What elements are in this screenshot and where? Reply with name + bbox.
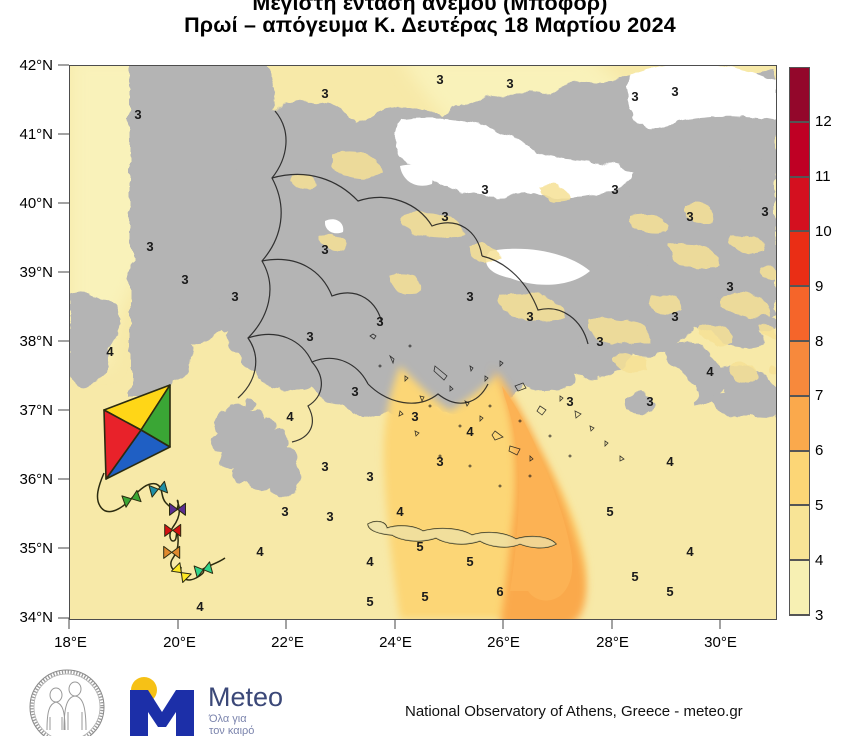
svg-text:3: 3 xyxy=(366,469,373,484)
svg-text:3: 3 xyxy=(671,309,678,324)
svg-text:3: 3 xyxy=(726,279,733,294)
svg-text:3: 3 xyxy=(686,209,693,224)
svg-text:6: 6 xyxy=(496,584,503,599)
svg-text:5: 5 xyxy=(631,569,638,584)
svg-text:3: 3 xyxy=(321,86,328,101)
svg-text:3: 3 xyxy=(326,509,333,524)
svg-text:5: 5 xyxy=(466,554,473,569)
svg-text:3: 3 xyxy=(436,72,443,87)
svg-text:3: 3 xyxy=(481,182,488,197)
svg-text:4: 4 xyxy=(106,344,114,359)
svg-text:4: 4 xyxy=(686,544,694,559)
svg-text:τον καιρό: τον καιρό xyxy=(209,725,254,736)
svg-text:3: 3 xyxy=(566,394,573,409)
svg-text:3: 3 xyxy=(306,329,313,344)
svg-text:3: 3 xyxy=(181,272,188,287)
svg-text:4: 4 xyxy=(396,504,404,519)
svg-text:3: 3 xyxy=(146,239,153,254)
svg-text:4: 4 xyxy=(286,409,294,424)
svg-text:3: 3 xyxy=(376,314,383,329)
svg-text:3: 3 xyxy=(611,182,618,197)
svg-text:3: 3 xyxy=(321,459,328,474)
svg-text:3: 3 xyxy=(441,209,448,224)
svg-text:4: 4 xyxy=(196,599,204,614)
svg-text:3: 3 xyxy=(506,76,513,91)
svg-text:3: 3 xyxy=(631,89,638,104)
svg-text:5: 5 xyxy=(606,504,613,519)
svg-text:5: 5 xyxy=(421,589,428,604)
svg-text:5: 5 xyxy=(366,594,373,609)
svg-text:4: 4 xyxy=(366,554,374,569)
svg-text:3: 3 xyxy=(281,504,288,519)
svg-text:3: 3 xyxy=(321,242,328,257)
svg-text:3: 3 xyxy=(436,454,443,469)
svg-text:3: 3 xyxy=(671,84,678,99)
svg-text:Όλα για: Όλα για xyxy=(208,713,247,725)
svg-text:4: 4 xyxy=(466,424,474,439)
svg-text:3: 3 xyxy=(411,409,418,424)
svg-text:3: 3 xyxy=(646,394,653,409)
svg-text:3: 3 xyxy=(231,289,238,304)
svg-text:3: 3 xyxy=(134,107,141,122)
svg-text:4: 4 xyxy=(666,454,674,469)
svg-text:4: 4 xyxy=(706,364,714,379)
svg-text:Meteo: Meteo xyxy=(208,682,283,712)
svg-text:3: 3 xyxy=(596,334,603,349)
svg-text:4: 4 xyxy=(106,464,114,479)
svg-text:5: 5 xyxy=(416,539,423,554)
svg-text:4: 4 xyxy=(256,544,264,559)
svg-text:3: 3 xyxy=(466,289,473,304)
svg-text:3: 3 xyxy=(351,384,358,399)
svg-text:3: 3 xyxy=(761,204,768,219)
svg-text:5: 5 xyxy=(666,584,673,599)
svg-text:3: 3 xyxy=(526,309,533,324)
